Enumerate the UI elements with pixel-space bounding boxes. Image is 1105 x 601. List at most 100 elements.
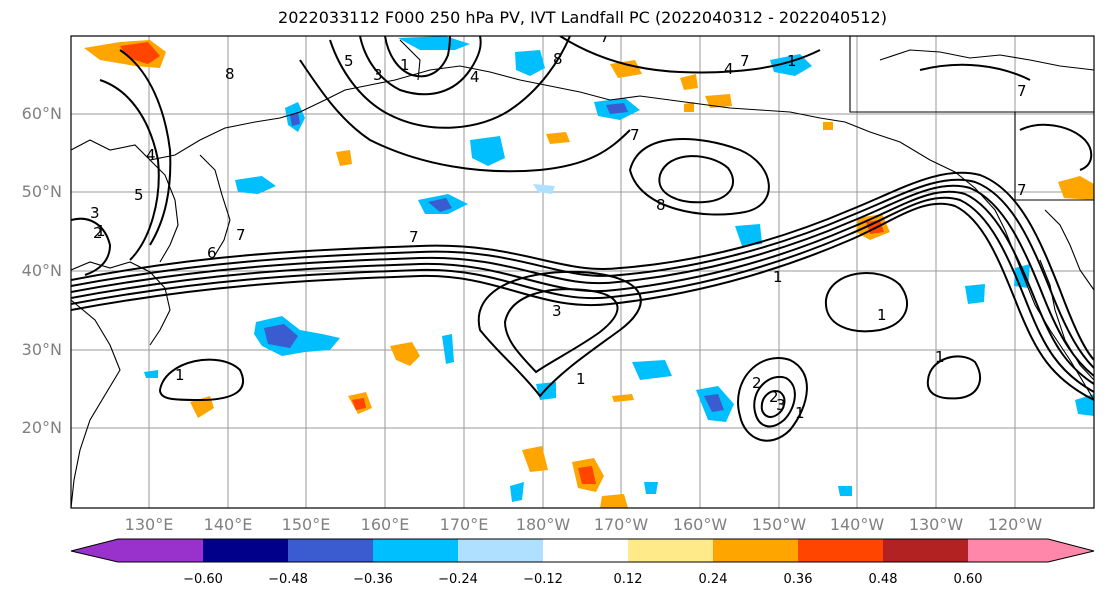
contour-label: 2: [752, 374, 762, 392]
colorbar-segment: [118, 539, 203, 562]
contour-label: 4: [146, 146, 156, 164]
contour-label: 5: [344, 52, 354, 70]
pv-blob: [680, 74, 698, 90]
contour-label: 3: [90, 204, 100, 222]
pv-blob: [1075, 394, 1094, 416]
pv-blob: [823, 122, 833, 130]
colorbar-label: −0.36: [353, 572, 393, 587]
contour-label: 2: [93, 224, 103, 242]
colorbar-segment: [458, 539, 543, 562]
pv-blob: [578, 466, 596, 484]
contour-label: 1: [787, 52, 797, 70]
colorbar-segment: [203, 539, 288, 562]
colorbar-segment: [883, 539, 968, 562]
contour-label: 1: [576, 370, 586, 388]
lon-label-130w: 130°W: [908, 515, 964, 534]
lon-label-170w: 170°W: [593, 515, 649, 534]
pv-blob: [644, 482, 658, 494]
pv-blob: [144, 370, 158, 378]
contour-label: 7: [409, 228, 419, 246]
pv-blob: [600, 494, 628, 508]
contour-label: 1: [795, 404, 805, 422]
map-title: 2022033112 F000 250 hPa PV, IVT Landfall…: [278, 8, 887, 27]
colorbar-extend-left: [71, 539, 118, 562]
contour-label: 7: [600, 28, 610, 46]
lon-label-160e: 160°E: [360, 515, 410, 534]
contour-label: 2: [769, 388, 779, 406]
pv-blob: [190, 396, 214, 418]
pv-blob: [770, 54, 812, 76]
lon-label-120w: 120°W: [987, 515, 1043, 534]
contour-label: 3: [552, 302, 562, 320]
contour-label: 3: [776, 396, 786, 414]
pv-blob: [1058, 176, 1094, 200]
pv-blob: [515, 50, 545, 76]
pv-blob: [533, 184, 555, 194]
pv-blob: [264, 324, 298, 348]
contour-label: 7: [236, 226, 246, 244]
contour-label: 5: [134, 186, 144, 204]
contour-labels: 8 5 3 1 4 8 7 4 7 1 4 5 3 1 2 6 7 7 8 7 …: [90, 28, 1027, 422]
colorbar-segment: [968, 539, 1048, 562]
pv-blob: [606, 103, 628, 114]
pv-blob: [704, 394, 724, 412]
lat-label-50n: 50°N: [21, 182, 62, 201]
pv-blob: [705, 94, 732, 108]
contour-label: 4: [470, 68, 480, 86]
colorbar-label: 0.12: [613, 572, 643, 587]
pv-blob: [290, 112, 300, 126]
lat-label-20n: 20°N: [21, 418, 62, 437]
lon-label-130e: 130°E: [124, 515, 174, 534]
colorbar-outline: [70, 538, 1095, 563]
map-frame: [70, 35, 1095, 509]
pv-blob: [428, 198, 452, 212]
colorbar-extend-right: [1048, 539, 1094, 562]
lat-label-40n: 40°N: [21, 261, 62, 280]
pv-blob: [612, 394, 634, 402]
contour-label: 7: [740, 52, 750, 70]
contour-label: 1: [96, 222, 106, 240]
colorbar-segment: [288, 539, 373, 562]
colorbar-segment: [713, 539, 798, 562]
colorbar-label: −0.24: [438, 572, 478, 587]
pv-blob: [352, 398, 366, 410]
pv-blob: [735, 224, 762, 246]
lon-label-160w: 160°W: [672, 515, 728, 534]
contour-label: 6: [207, 244, 217, 262]
colorbar-label: 0.36: [783, 572, 813, 587]
contour-label: 3: [373, 66, 383, 84]
contour-label: 1: [400, 56, 410, 74]
contour-label: 1: [773, 268, 783, 286]
colorbar-label: −0.12: [523, 572, 563, 587]
colorbar: [70, 538, 1095, 563]
lon-label-150e: 150°E: [281, 515, 331, 534]
lon-label-140e: 140°E: [203, 515, 253, 534]
colorbar-label: −0.48: [268, 572, 308, 587]
lat-label-60n: 60°N: [21, 104, 62, 123]
contour-label: 8: [553, 50, 563, 68]
pv-blob: [442, 334, 454, 364]
colorbar-segment: [543, 539, 628, 562]
pv-blob: [510, 482, 524, 502]
contour-label: 8: [656, 196, 666, 214]
colorbar-segment: [798, 539, 883, 562]
pv-blob: [336, 150, 352, 166]
colorbar-label: −0.60: [183, 572, 223, 587]
pv-blob: [838, 486, 852, 496]
contour-label: 7: [1017, 181, 1027, 199]
colorbar-label: 0.60: [953, 572, 983, 587]
lat-label-30n: 30°N: [21, 340, 62, 359]
pv-contours: [71, 36, 1094, 442]
colorbar-segment: [628, 539, 713, 562]
pv-blob: [965, 284, 985, 304]
pv-blob: [632, 360, 672, 380]
pv-blob: [235, 176, 276, 194]
pv-blob: [390, 342, 420, 366]
contour-label: 7: [630, 126, 640, 144]
pv-blob: [398, 36, 470, 50]
lon-label-150w: 150°W: [751, 515, 807, 534]
pv-blob: [470, 136, 505, 166]
contour-label: 7: [1017, 82, 1027, 100]
lon-label-170e: 170°E: [439, 515, 489, 534]
